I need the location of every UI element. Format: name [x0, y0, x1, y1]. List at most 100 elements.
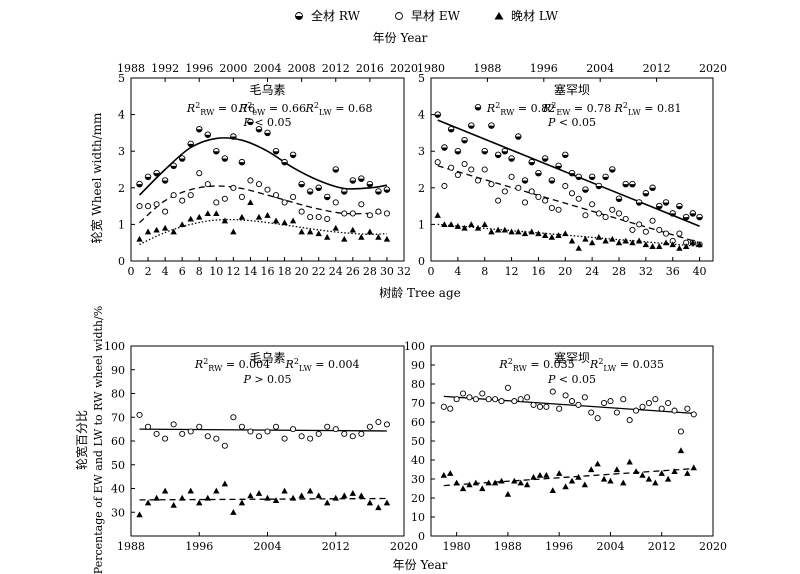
point-triangle: [549, 487, 556, 493]
point-open-circle: [658, 405, 665, 412]
top-tick-label: 2016: [356, 62, 384, 75]
point-half-circle: [170, 162, 177, 170]
x-tick-label: 6: [179, 265, 186, 278]
stat-r2-lw: R2LW = 0.81: [614, 101, 682, 117]
top-tick-label: 2008: [288, 62, 316, 75]
point-open-circle: [633, 407, 640, 414]
stat-r2-rw: R2RW = 0.035: [498, 357, 574, 373]
point-half-circle: [582, 186, 589, 193]
fit-line-ew: [139, 428, 387, 432]
x-tick-label: 18: [278, 265, 292, 278]
point-triangle: [635, 237, 643, 244]
point-half-circle: [204, 131, 212, 138]
point-half-circle: [247, 118, 254, 126]
y-tick-label: 40: [111, 483, 125, 496]
point-triangle: [204, 494, 211, 501]
point-open-circle: [515, 184, 522, 191]
fit-line-lw: [139, 218, 387, 246]
point-half-fill: [341, 191, 348, 195]
point-open-circle: [145, 423, 152, 430]
point-open-circle: [349, 210, 356, 217]
point-triangle: [289, 217, 297, 224]
point-triangle: [504, 491, 512, 497]
point-half-fill: [434, 114, 441, 118]
point-open-circle: [495, 197, 502, 204]
stat-r2-lw: R2LW = 0.68: [305, 101, 373, 117]
point-half-circle: [595, 182, 603, 190]
point-triangle: [535, 230, 542, 237]
point-half-circle: [521, 177, 529, 184]
point-half-fill: [488, 125, 495, 129]
point-open-circle: [366, 212, 373, 219]
stat-p: P > 0.05: [242, 373, 291, 386]
point-half-circle: [635, 199, 643, 206]
top-tick-label: 2020: [390, 62, 418, 75]
y-tick-label: 4: [418, 109, 425, 122]
point-half-circle: [187, 140, 194, 148]
legend: 全材 RW 早材 EW 晚材 LW: [295, 8, 559, 23]
point-half-circle: [575, 173, 582, 181]
point-open-circle: [626, 417, 633, 424]
point-open-circle: [536, 403, 544, 410]
x-tick-label: 14: [243, 265, 257, 278]
point-half-circle: [656, 202, 663, 210]
panel-title: 毛乌素: [249, 350, 285, 365]
point-triangle: [562, 483, 569, 490]
x-tick-label: 10: [209, 265, 223, 278]
point-triangle: [136, 511, 143, 518]
point-half-circle: [468, 122, 475, 129]
x-tick-label: 1988: [117, 540, 145, 553]
point-open-circle: [511, 398, 518, 405]
point-open-circle: [315, 430, 322, 437]
point-open-circle: [488, 181, 495, 188]
x-tick-label: 0: [428, 265, 435, 278]
point-open-circle: [264, 186, 271, 193]
top-tick-label: 1980: [417, 62, 445, 75]
fit-line-ew: [139, 185, 387, 224]
point-open-circle: [153, 201, 160, 208]
point-open-circle: [528, 188, 535, 195]
point-triangle: [366, 228, 374, 235]
point-open-circle: [568, 398, 576, 405]
top-tick-label: 1992: [151, 62, 179, 75]
point-triangle: [441, 221, 448, 227]
point-triangle: [521, 230, 529, 237]
stat-p: P < 0.05: [242, 116, 291, 129]
point-triangle: [324, 499, 331, 506]
point-triangle: [568, 477, 576, 484]
point-triangle: [196, 499, 203, 506]
point-triangle: [247, 199, 254, 206]
stat-r2-ew: R2EW = 0.78: [542, 101, 611, 117]
point-open-circle: [607, 398, 614, 405]
point-half-fill: [656, 206, 663, 209]
point-triangle: [349, 226, 357, 233]
point-half-fill: [461, 140, 468, 144]
point-half-fill: [367, 184, 373, 187]
x-tick-label: 30: [380, 265, 394, 278]
point-triangle: [575, 244, 582, 251]
point-open-circle: [656, 226, 663, 233]
point-triangle: [298, 228, 305, 235]
point-half-circle: [441, 144, 448, 151]
point-open-circle: [555, 206, 562, 213]
point-open-circle: [187, 428, 194, 435]
x-tick-label: 1996: [545, 540, 573, 553]
point-triangle: [136, 235, 143, 242]
y-tick-label: 4: [118, 109, 125, 122]
point-triangle: [375, 234, 382, 240]
x-tick-label: 12: [505, 265, 519, 278]
x-tick-label: 20: [295, 265, 309, 278]
point-triangle: [306, 228, 314, 235]
point-half-fill: [187, 143, 194, 147]
point-open-circle: [459, 390, 467, 397]
point-triangle: [472, 479, 480, 486]
point-open-circle: [588, 409, 595, 416]
point-half-circle: [383, 186, 391, 193]
point-half-fill: [549, 180, 555, 184]
point-open-circle: [255, 433, 263, 440]
x-tick-label: 40: [693, 265, 707, 278]
point-triangle: [230, 509, 237, 515]
point-half-fill: [170, 165, 177, 169]
point-half-circle: [454, 147, 462, 155]
